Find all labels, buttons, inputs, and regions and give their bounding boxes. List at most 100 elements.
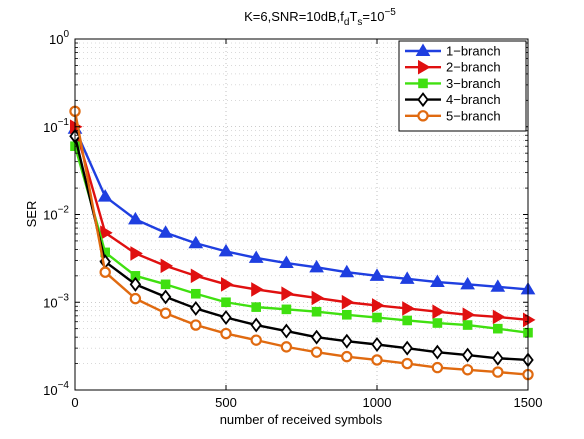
data-point <box>431 344 444 360</box>
legend-label: 3−branch <box>446 76 501 91</box>
legend-label: 2−branch <box>446 60 501 75</box>
data-point <box>190 300 202 316</box>
x-axis-label: number of received symbols <box>220 412 383 427</box>
data-point <box>221 297 231 308</box>
data-point <box>130 246 143 261</box>
data-point <box>462 307 476 323</box>
data-point <box>430 274 445 288</box>
data-point <box>280 341 293 353</box>
data-point <box>342 309 352 320</box>
series-line <box>73 111 529 376</box>
data-point <box>220 276 234 292</box>
data-point <box>460 276 475 290</box>
y-axis-label: SER <box>24 201 39 228</box>
data-point <box>371 354 383 366</box>
legend-marker <box>417 92 429 108</box>
y-tick-label: 100 <box>49 29 69 47</box>
legend-marker <box>415 43 431 57</box>
data-point <box>248 250 264 263</box>
legend-item: 1−branch <box>405 44 501 59</box>
data-point <box>339 264 355 278</box>
data-point <box>311 306 322 317</box>
data-point <box>310 329 323 345</box>
series-line <box>73 128 529 291</box>
data-point <box>158 225 173 238</box>
legend-item: 4−branch <box>405 92 501 107</box>
data-point <box>402 301 415 316</box>
data-point <box>461 364 474 376</box>
x-tick-label: 1500 <box>514 395 543 410</box>
legend-label: 5−branch <box>446 108 501 123</box>
data-point <box>191 288 201 299</box>
data-point <box>369 268 385 281</box>
data-point <box>280 323 293 339</box>
data-point <box>220 327 232 340</box>
x-tick-label: 1000 <box>363 395 392 410</box>
data-point <box>129 276 142 292</box>
data-point <box>311 290 325 306</box>
data-point <box>220 310 232 325</box>
y-tick-label: 10−1 <box>43 117 69 135</box>
data-point <box>399 271 415 284</box>
data-point <box>432 304 445 320</box>
x-tick-label: 0 <box>71 395 78 410</box>
data-point <box>492 309 506 325</box>
data-point <box>522 312 536 328</box>
data-point <box>492 350 504 366</box>
series-line <box>73 135 529 362</box>
legend-item: 5−branch <box>405 108 501 123</box>
data-point <box>159 289 172 305</box>
data-point <box>310 346 323 358</box>
y-tick-label: 10−3 <box>43 292 69 310</box>
series-2 <box>69 119 536 328</box>
data-point <box>372 312 382 323</box>
data-point <box>97 189 113 202</box>
data-point <box>341 350 353 363</box>
legend-item: 3−branch <box>405 76 501 91</box>
data-point <box>341 294 355 310</box>
data-point <box>160 258 174 274</box>
data-point <box>371 337 383 352</box>
data-point <box>218 243 234 257</box>
data-point <box>159 307 172 319</box>
legend-marker <box>417 59 431 75</box>
chart-title: K=6,SNR=10dB,fdTs=10−5 <box>244 7 396 28</box>
data-point <box>129 292 142 305</box>
data-point <box>492 366 504 378</box>
legend-marker <box>417 110 429 122</box>
data-point <box>493 323 503 334</box>
data-point <box>190 319 202 331</box>
data-point <box>188 235 204 249</box>
data-point <box>371 298 385 313</box>
data-point <box>462 320 473 330</box>
data-point <box>160 279 171 290</box>
data-point <box>128 211 143 225</box>
data-point <box>490 279 506 292</box>
data-point <box>281 286 294 302</box>
data-point <box>99 266 111 278</box>
data-series <box>67 105 536 381</box>
data-point <box>401 357 413 370</box>
data-point <box>250 334 262 346</box>
data-point <box>341 333 353 349</box>
data-point <box>250 317 262 333</box>
data-point <box>251 302 261 312</box>
x-tick-label: 500 <box>215 395 237 410</box>
legend-label: 4−branch <box>446 92 501 107</box>
data-point <box>402 315 412 326</box>
data-point <box>432 318 443 328</box>
data-point <box>281 304 292 315</box>
data-point <box>251 282 264 297</box>
legend-marker <box>418 78 428 89</box>
data-point <box>431 361 444 374</box>
y-tick-label: 10−4 <box>43 380 69 398</box>
series-line <box>73 126 529 322</box>
series-line <box>73 145 529 334</box>
legend-label: 1−branch <box>446 44 501 59</box>
data-point <box>309 259 324 273</box>
data-point <box>190 268 204 284</box>
data-point <box>461 347 474 363</box>
data-point <box>401 340 413 356</box>
legend-item: 2−branch <box>405 60 501 75</box>
